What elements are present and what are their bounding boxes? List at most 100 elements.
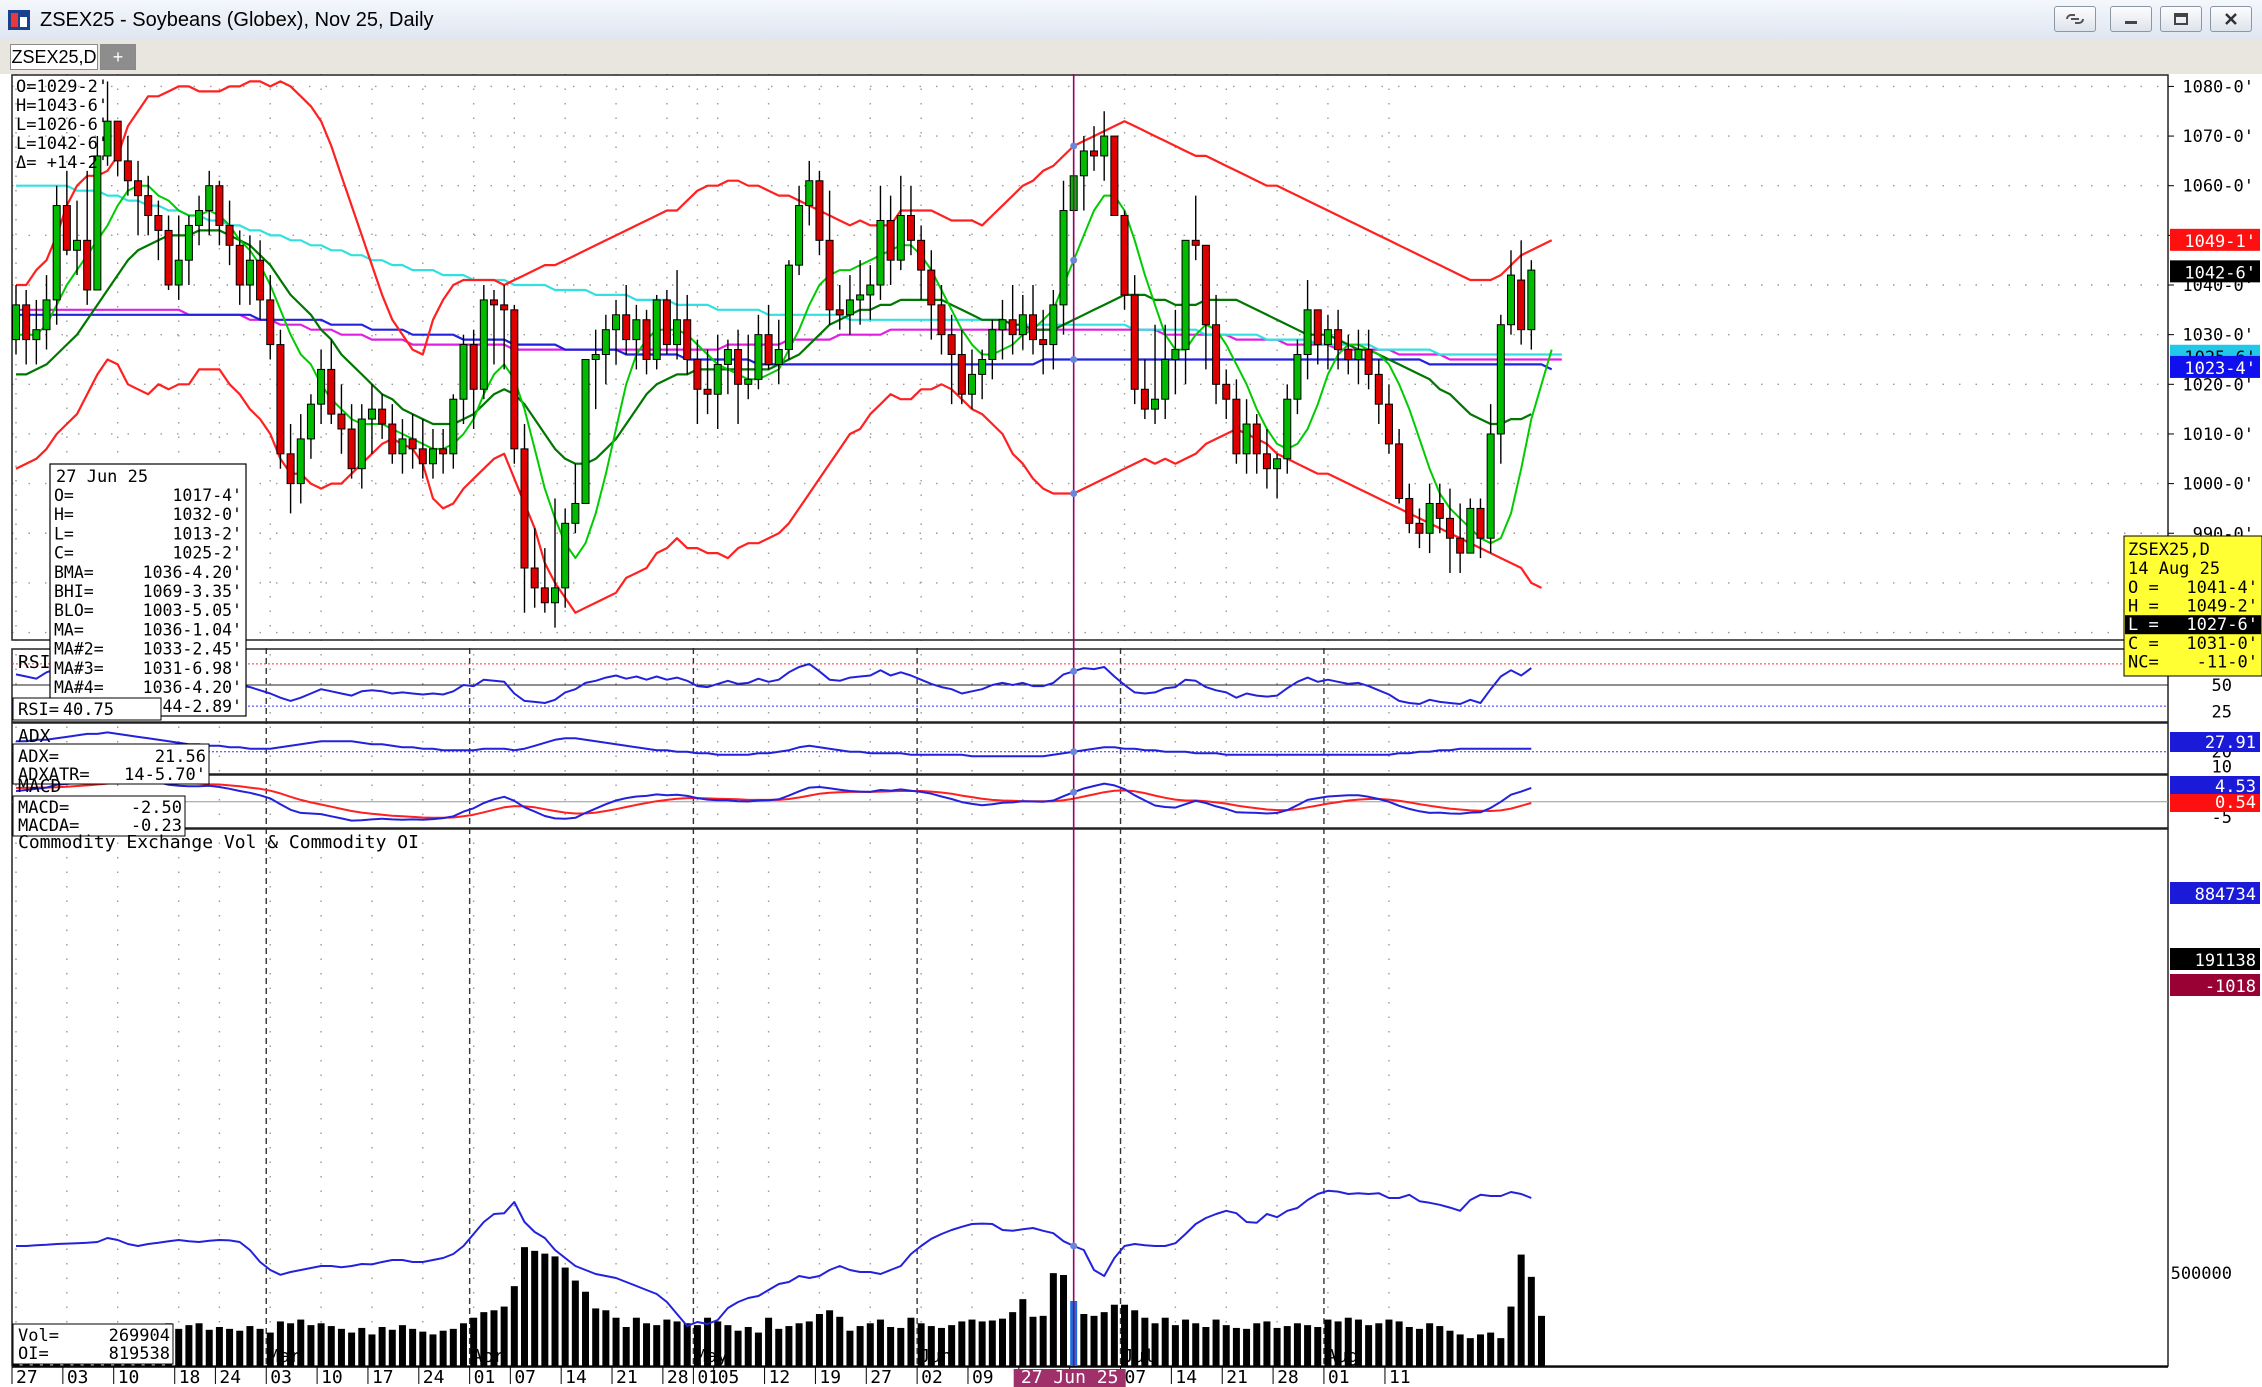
candle-body [1262,453,1271,470]
cursor-info-value: 1013-2' [172,524,242,543]
adxatr-value-key: ADXATR= [18,765,90,785]
volume-bar [429,1334,437,1366]
candle-body [225,224,234,246]
x-tick-label: 01 [1328,1367,1350,1387]
volume-bar [317,1323,325,1366]
rsi-panel-label: RSI [18,652,51,673]
data-window-key: O = [2128,578,2159,598]
data-window-key: C = [2128,634,2159,654]
candle-body [469,344,478,390]
chart-canvas[interactable]: 1080-0'1070-0'1060-0'1050-0'1040-0'1030-… [0,74,2262,1387]
volume-bar [622,1327,630,1366]
adx-last-value-box [2170,732,2260,752]
minimize-button[interactable] [2110,6,2152,32]
candle-body [1344,349,1353,360]
volume-bar [480,1312,488,1366]
price-tick-label: 1060-0' [2182,177,2254,197]
volume-bar [358,1327,366,1366]
candle-body [571,502,580,524]
candle-body [327,368,336,415]
candle-body [632,319,641,341]
candle-body [612,314,621,331]
volume-bar [826,1310,834,1366]
candle-body [1130,294,1139,390]
month-label: Apr [472,1346,505,1367]
panel-frame [11,722,2169,775]
candle-body [123,160,132,182]
candle-body [32,329,41,341]
candle-body [459,344,468,400]
x-tick-label: 03 [270,1367,292,1387]
volume-bar [1171,1325,1179,1366]
data-window-value: 1031-0' [2186,634,2258,654]
candle-body [551,587,560,604]
volume-bar [368,1334,376,1366]
volume-bar [927,1326,935,1366]
volume-bar [815,1314,823,1366]
volume-bar [1212,1319,1220,1366]
candle-body [398,438,407,455]
x-tick-label: 03 [67,1367,89,1387]
candle-body [215,185,224,226]
volume-bar [1354,1319,1362,1366]
candle-body [540,587,549,604]
cursor-marker [1070,490,1078,498]
cursor-info-value: 1069-3.35' [143,582,242,601]
candle-body [1384,403,1393,445]
x-tick-label: 28 [1277,1367,1299,1387]
cursor-info-value: 1036-4.20' [143,563,242,582]
last-bar-key: Δ= [16,153,47,173]
maximize-button[interactable] [2160,6,2202,32]
price-marker-box [2170,260,2260,283]
chart-area[interactable]: 1080-0'1070-0'1060-0'1050-0'1040-0'1030-… [0,74,2262,1387]
volume-bar [887,1327,895,1366]
candle-body [520,448,529,569]
price-tick-label: 1070-0' [2182,127,2254,147]
candle-body [337,413,346,430]
window-title: ZSEX25 - Soybeans (Globex), Nov 25, Dail… [40,9,434,31]
candle-body [164,229,173,286]
volume-bar [632,1317,640,1366]
volume-bar [1517,1254,1525,1366]
candle-body [103,120,112,157]
vol-last-value-box [2170,948,2260,970]
volume-bar [1049,1273,1057,1366]
x-tick-label: 01 [474,1367,496,1387]
restore-down-button[interactable] [2054,6,2096,32]
indicator-axis-label: 50 [2212,676,2232,696]
candle-body [256,259,265,301]
close-button[interactable] [2210,6,2252,32]
x-tick-label: 21 [1226,1367,1248,1387]
link-icon [2066,14,2084,24]
candle-body [1161,358,1170,400]
candle-body [1100,135,1109,157]
candle-body [428,448,437,465]
candle-body [1293,354,1302,400]
candle-body [622,314,631,341]
candle-body [1151,398,1160,410]
candle-body [1313,309,1322,346]
indicator-axis-label: -5 [2212,808,2232,828]
volume-bar [866,1323,874,1366]
volume-bar [1141,1317,1149,1366]
candle-body [22,304,31,341]
grid-layer [11,74,2169,1367]
candle-body [1008,319,1017,336]
cursor-info-value: 1003-5.05' [143,601,242,620]
volume-bar [602,1310,610,1366]
volume-bar [846,1330,854,1366]
volume-bar [1019,1299,1027,1366]
volume-bar [1527,1276,1535,1366]
candle-body [927,269,936,306]
vol-value-key: Vol= [18,1326,59,1346]
candle-body [1323,329,1332,346]
candle-body [662,299,671,346]
volume-bar [582,1291,590,1366]
x-tick-label: 09 [972,1367,994,1387]
cursor-info-key: C= [54,544,74,563]
add-tab-button[interactable]: + [100,44,136,70]
tab-zsex25[interactable]: ZSEX25,D [10,44,98,70]
price-marker-label: 1023-4' [2184,359,2256,379]
x-tick-label: 28 [667,1367,689,1387]
last-bar-value: 1043-6' [36,96,108,116]
